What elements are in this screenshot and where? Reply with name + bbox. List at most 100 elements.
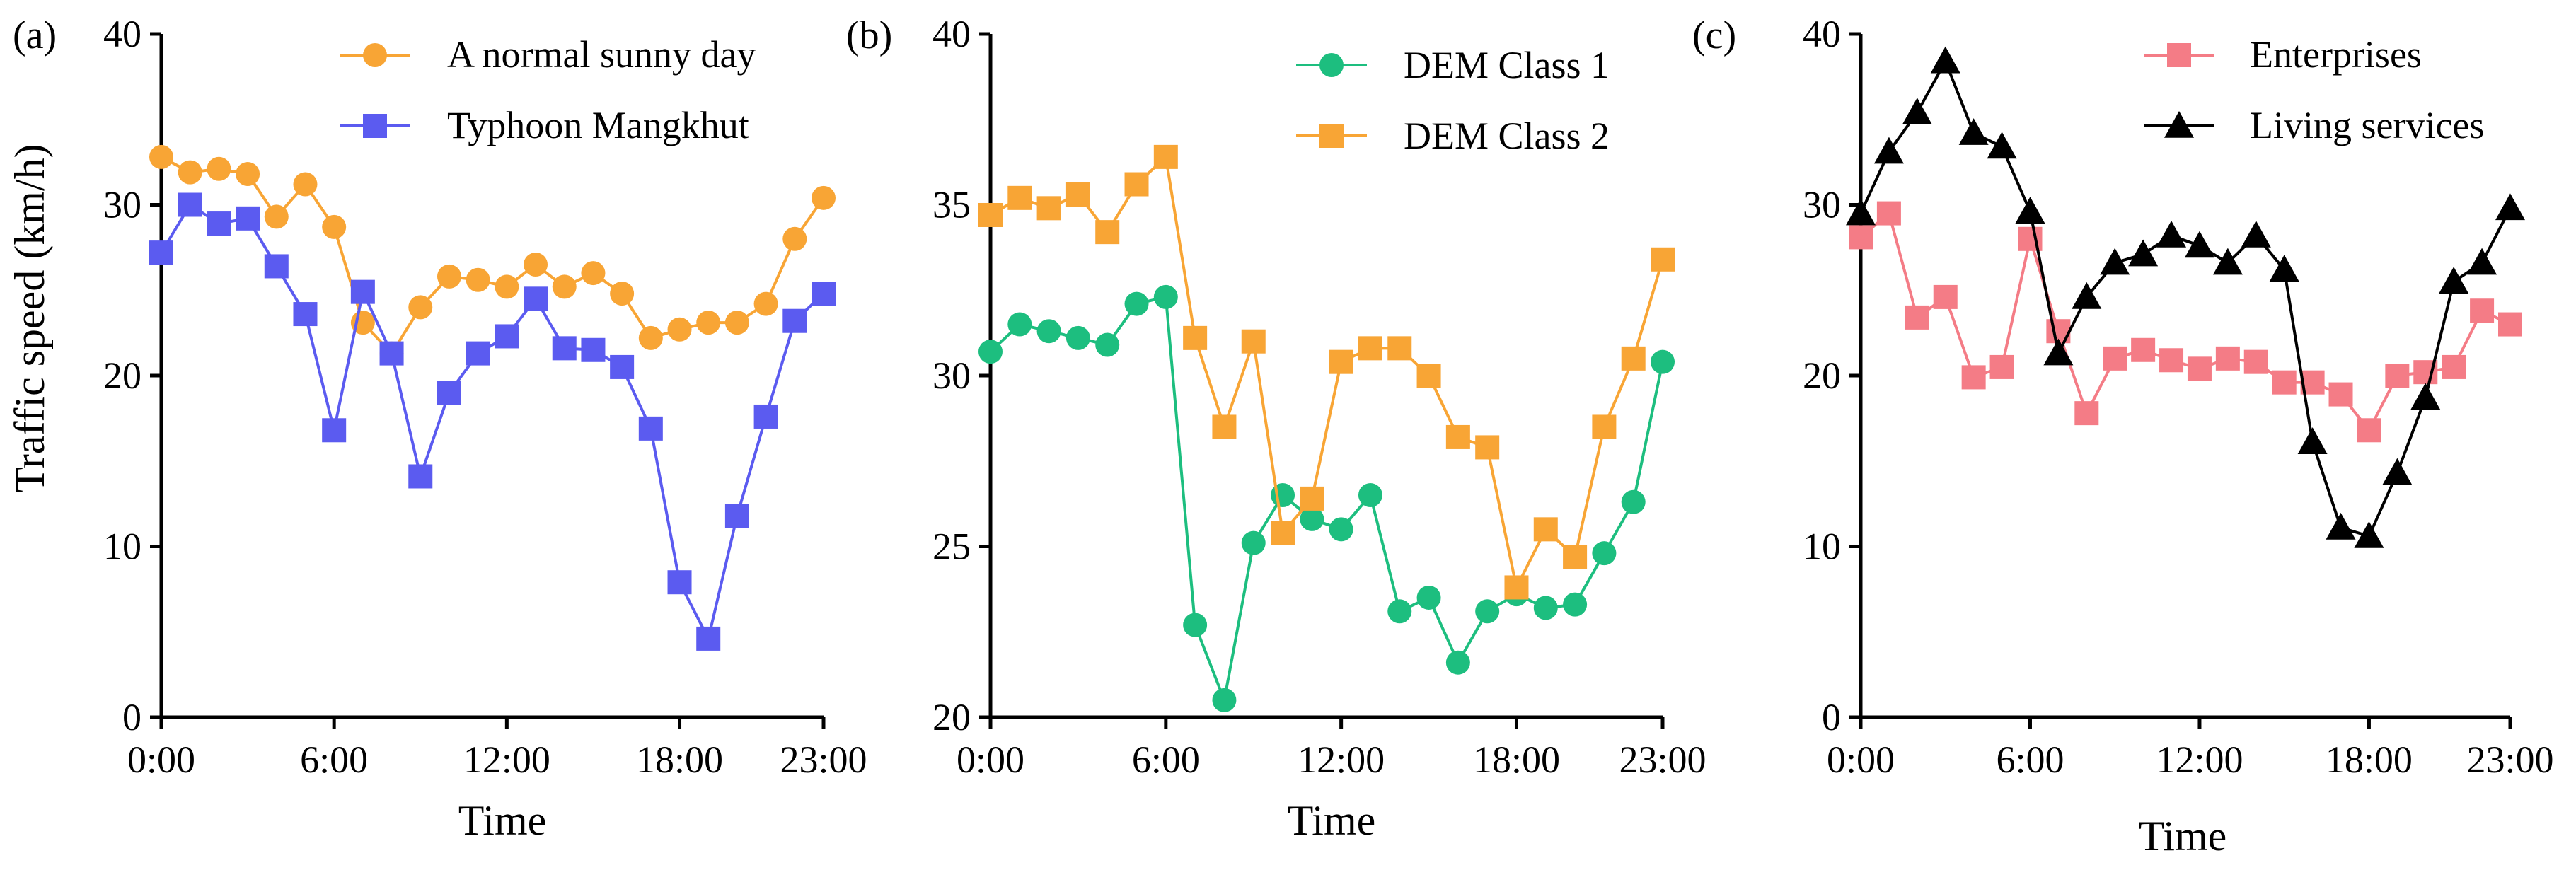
panel-a-y-tick-label: 30 xyxy=(103,184,141,226)
panel-c-series-1-point xyxy=(2328,382,2353,407)
panel-c-series-2-point xyxy=(1873,137,1904,164)
panel-c-series-1-point xyxy=(1849,225,1873,250)
panel-c-series-2-point xyxy=(2269,255,2299,282)
panel-b-series-1-point xyxy=(1651,349,1675,374)
panel-b-series-1-point xyxy=(1241,530,1266,555)
panel-b-series-1-point xyxy=(1621,489,1646,514)
panel-c-series-1-point xyxy=(2074,401,2099,426)
panel-a-series-1-point xyxy=(178,160,202,185)
panel-a-series-2-point xyxy=(552,336,577,361)
panel-b-series-1-point xyxy=(1300,506,1324,531)
panel-a-series-1-point xyxy=(638,325,663,350)
panel-b-series-1-point xyxy=(1416,585,1441,610)
panel-b-series-2-point xyxy=(1007,185,1032,210)
panel-c-x-tick-label: 23:00 xyxy=(2466,738,2553,781)
panel-a-series-2-point xyxy=(207,211,231,236)
panel-c-x-tick-label: 12:00 xyxy=(2156,738,2243,781)
panel-c-series-1-point xyxy=(2187,356,2212,381)
panel-a-series-1-point xyxy=(466,267,490,292)
panel-a-series-2-point xyxy=(322,418,347,443)
panel-a: (a) Time A normal sunny day Typhoon Mang… xyxy=(13,13,867,844)
panel-a-x-tick-label: 12:00 xyxy=(463,738,550,781)
panel-b-series-1-point xyxy=(1212,688,1237,712)
panel-b-legend-marker-2 xyxy=(1319,124,1344,148)
panel-b-series-1-point xyxy=(1533,596,1558,620)
panel-a-series-1-point xyxy=(293,172,318,197)
panel-c-series-1-point xyxy=(2357,418,2381,443)
panel-a-series-2-point xyxy=(610,354,635,379)
panel-c-series-1-point xyxy=(1905,305,1929,330)
panel-c-y-tick-label: 10 xyxy=(1803,526,1841,568)
panel-b-series-2-point xyxy=(1416,364,1441,388)
panel-c-series-1-point xyxy=(2442,354,2466,379)
panel-a-legend-marker-2 xyxy=(363,114,387,138)
panel-b-series-2-point xyxy=(1475,435,1500,460)
panel-a-series-1-point xyxy=(696,311,721,335)
panel-b-x-tick-label: 12:00 xyxy=(1298,738,1385,781)
panel-a-series-1-point xyxy=(753,291,778,316)
panel-c-series-2-point xyxy=(2439,267,2469,294)
panel-c-series-2-point xyxy=(1958,118,1989,145)
panel-c-series-2-point xyxy=(1846,198,1876,226)
panel-b-series-2-point xyxy=(1065,182,1090,207)
panel-c-series-1-line xyxy=(1859,211,2511,433)
panel-b-series-2-point xyxy=(1212,414,1237,439)
panel-b-series-1-point xyxy=(1592,541,1617,566)
panel-b-series-2-point xyxy=(1241,329,1266,354)
panel-a-series-1-point xyxy=(236,162,260,187)
panel-c-x-axis-label: Time xyxy=(2139,813,2227,859)
panel-a-series-1-point xyxy=(782,226,807,251)
panel-c-series-1-point xyxy=(2385,364,2410,388)
panel-a-series-2-point xyxy=(696,626,721,651)
panel-b: (b) Time DEM Class 1 DEM Class 2 20 25 30 3… xyxy=(846,13,1706,844)
panel-c-x-tick-label: 0:00 xyxy=(1827,738,1895,781)
panel-b-series-2-point xyxy=(1271,521,1295,545)
panel-c-x-tick-label: 18:00 xyxy=(2326,738,2413,781)
panel-b-x-tick-label: 6:00 xyxy=(1132,738,1200,781)
panel-a-series-1-point xyxy=(495,274,519,299)
panel-b-series-1-point xyxy=(1563,592,1588,617)
panel-a-series-1-point xyxy=(581,261,606,286)
panel-a-series-2-point xyxy=(178,192,202,217)
legend-label-typhoon: Typhoon Mangkhut xyxy=(447,104,749,146)
panel-b-x-tick-label: 0:00 xyxy=(957,738,1024,781)
panel-a-series-2-point xyxy=(149,240,173,265)
legend-label-dem1: DEM Class 1 xyxy=(1404,44,1610,86)
panel-c-series-1-point xyxy=(1989,354,2014,379)
panel-b-series-1-point xyxy=(1329,517,1353,542)
panel-b-series-2-point xyxy=(1651,247,1675,272)
panel-b-series-1-point xyxy=(1065,325,1090,350)
panel-b-series-2-point xyxy=(1358,336,1382,361)
panel-c-series-1-point xyxy=(2215,346,2240,371)
panel-b-series-2-point xyxy=(1592,414,1617,439)
panel-c-series-2-point xyxy=(2100,248,2130,275)
panel-b-series-1-point xyxy=(978,340,1003,364)
legend-label-enterprises: Enterprises xyxy=(2250,33,2422,76)
panel-b-series-2-point xyxy=(1533,517,1558,542)
panel-a-series-2-point xyxy=(408,464,433,489)
panel-c-series-1-point xyxy=(2498,312,2522,337)
panel-b-series-2-point xyxy=(1387,336,1412,361)
panel-c-series-2-point xyxy=(1930,46,1960,74)
panel-b-series-2-point xyxy=(1563,544,1588,569)
panel-a-series-2-point xyxy=(466,341,490,366)
panel-b-y-tick-label: 25 xyxy=(932,526,971,568)
panel-b-series-2-point xyxy=(1504,575,1529,600)
panel-b-series-2-point xyxy=(1183,325,1208,350)
panel-c-series-2-line xyxy=(1859,57,2512,538)
panel-a-series-2-point xyxy=(782,308,807,333)
panel-b-series-1-point xyxy=(1445,650,1470,675)
panel-a-series-1-point xyxy=(812,185,836,210)
panel-a-series-2-point xyxy=(667,570,692,595)
panel-b-series-1-point xyxy=(1036,319,1061,344)
panel-b-series-1-line xyxy=(989,295,1664,706)
panel-b-series-1-point xyxy=(1475,599,1500,624)
panel-a-series-1-line xyxy=(161,156,825,356)
panel-b-series-2-point xyxy=(1153,144,1178,169)
panel-a-series-1-point xyxy=(408,295,433,320)
panel-b-series-2-point xyxy=(1621,346,1646,371)
panel-a-series-1-point xyxy=(724,311,749,335)
panel-c-series-1-point xyxy=(2131,337,2156,362)
panel-a-series-2-point xyxy=(638,416,663,441)
